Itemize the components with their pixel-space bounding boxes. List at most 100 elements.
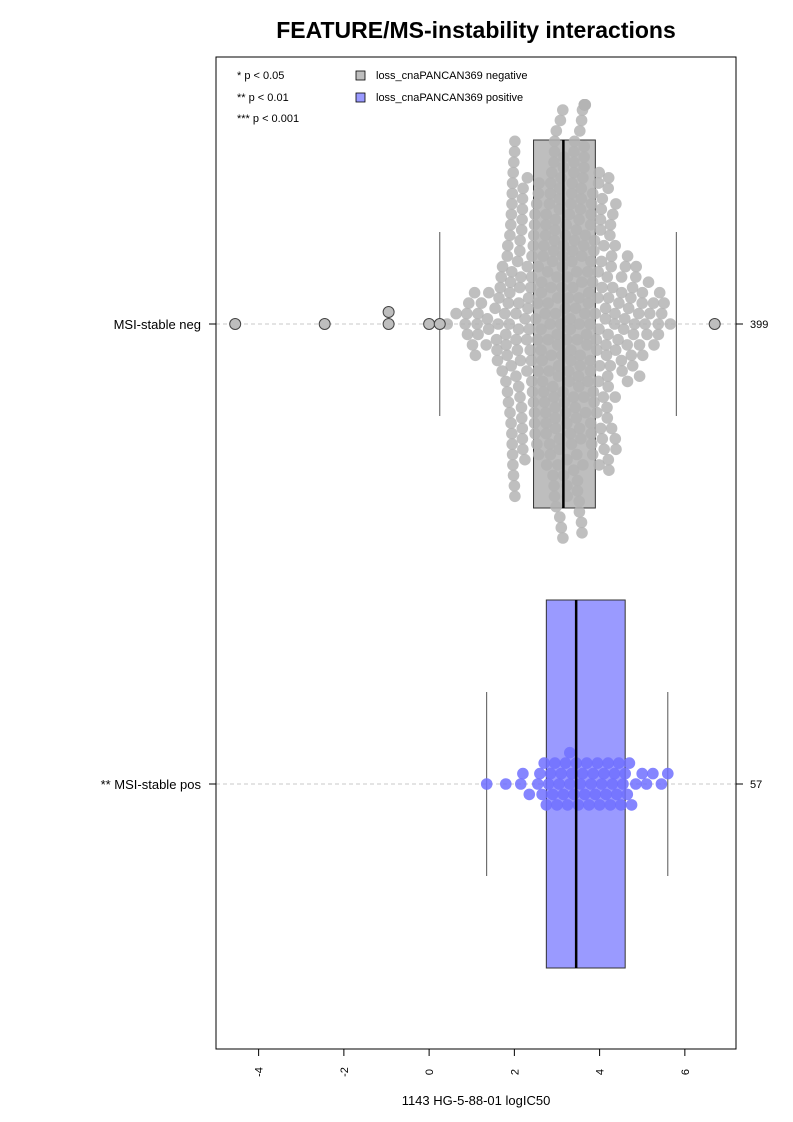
data-point (544, 177, 557, 189)
data-point (506, 177, 519, 189)
data-point (544, 767, 557, 780)
data-point (625, 799, 638, 811)
data-point (581, 757, 593, 769)
data-point (575, 516, 588, 529)
group-count-labels: 399 57 (736, 319, 768, 791)
data-point (514, 354, 527, 367)
data-point (504, 229, 516, 242)
data-point (568, 234, 581, 247)
data-point (513, 297, 525, 309)
data-point (538, 757, 550, 769)
data-point (548, 156, 560, 168)
data-point (508, 480, 521, 492)
data-point (544, 448, 557, 461)
data-point (490, 333, 503, 346)
data-point (499, 307, 511, 320)
data-point (489, 302, 501, 315)
data-point (574, 778, 587, 790)
data-point (604, 799, 617, 811)
x-axis: -4 -2 0 2 4 6 (254, 1048, 692, 1077)
data-point (583, 286, 595, 299)
data-point (461, 328, 474, 341)
data-point (548, 490, 561, 503)
significance-legend-3: *** p < 0.001 (237, 113, 299, 125)
data-point (525, 354, 538, 367)
data-point (520, 333, 533, 346)
data-point (506, 198, 518, 210)
data-point (524, 344, 536, 356)
chart-title: FEATURE/MS-instability interactions (276, 17, 676, 43)
data-point (582, 297, 595, 309)
outlier-point (382, 306, 395, 318)
data-point (544, 318, 556, 330)
data-point (532, 778, 544, 790)
data-point (543, 365, 555, 377)
data-point (602, 757, 614, 769)
data-point (533, 177, 545, 189)
data-point (521, 172, 534, 184)
data-point (586, 276, 599, 289)
data-point (576, 276, 588, 289)
data-point (632, 307, 645, 320)
data-point (469, 349, 482, 362)
data-point (555, 767, 567, 780)
data-point (574, 203, 587, 215)
group-2 (480, 599, 674, 969)
data-point (565, 198, 577, 210)
data-point (626, 281, 639, 294)
data-point (461, 307, 473, 320)
data-point (641, 328, 653, 341)
data-point (509, 490, 521, 503)
data-point (602, 182, 614, 195)
data-point (600, 339, 612, 351)
data-point (593, 166, 605, 179)
data-point (501, 349, 513, 362)
data-point (602, 453, 615, 466)
data-point (538, 396, 551, 409)
data-point (578, 161, 590, 174)
data-point (574, 125, 586, 137)
data-point (546, 788, 559, 801)
data-point (561, 799, 574, 811)
data-point (604, 219, 617, 231)
data-point (522, 292, 535, 304)
data-point (510, 333, 522, 346)
data-point (500, 778, 512, 790)
data-point (496, 260, 509, 273)
data-point (579, 99, 592, 111)
data-point (636, 349, 649, 362)
data-point (540, 219, 552, 231)
data-point (662, 767, 674, 780)
data-point (555, 521, 568, 534)
data-point (537, 386, 550, 398)
data-point (508, 145, 521, 158)
data-point (505, 417, 517, 430)
data-point (516, 192, 529, 205)
data-point (585, 438, 598, 450)
data-point (514, 234, 526, 247)
data-point (506, 427, 518, 440)
data-point (664, 318, 677, 330)
data-point (550, 125, 563, 137)
data-point (538, 239, 550, 252)
data-point (529, 313, 542, 325)
data-point (506, 438, 518, 450)
data-point (622, 302, 635, 315)
data-point (535, 286, 548, 299)
data-point (575, 114, 588, 127)
data-point (602, 328, 614, 341)
data-point (601, 412, 614, 424)
data-point (493, 292, 505, 304)
data-point (597, 391, 610, 403)
data-point (482, 323, 495, 336)
data-point (531, 297, 544, 309)
data-point (525, 271, 538, 283)
data-point (557, 104, 569, 116)
data-point (544, 187, 556, 200)
data-point (594, 213, 607, 226)
data-point (605, 260, 617, 273)
data-point (551, 271, 563, 283)
data-point (505, 208, 518, 221)
data-point (568, 156, 580, 168)
